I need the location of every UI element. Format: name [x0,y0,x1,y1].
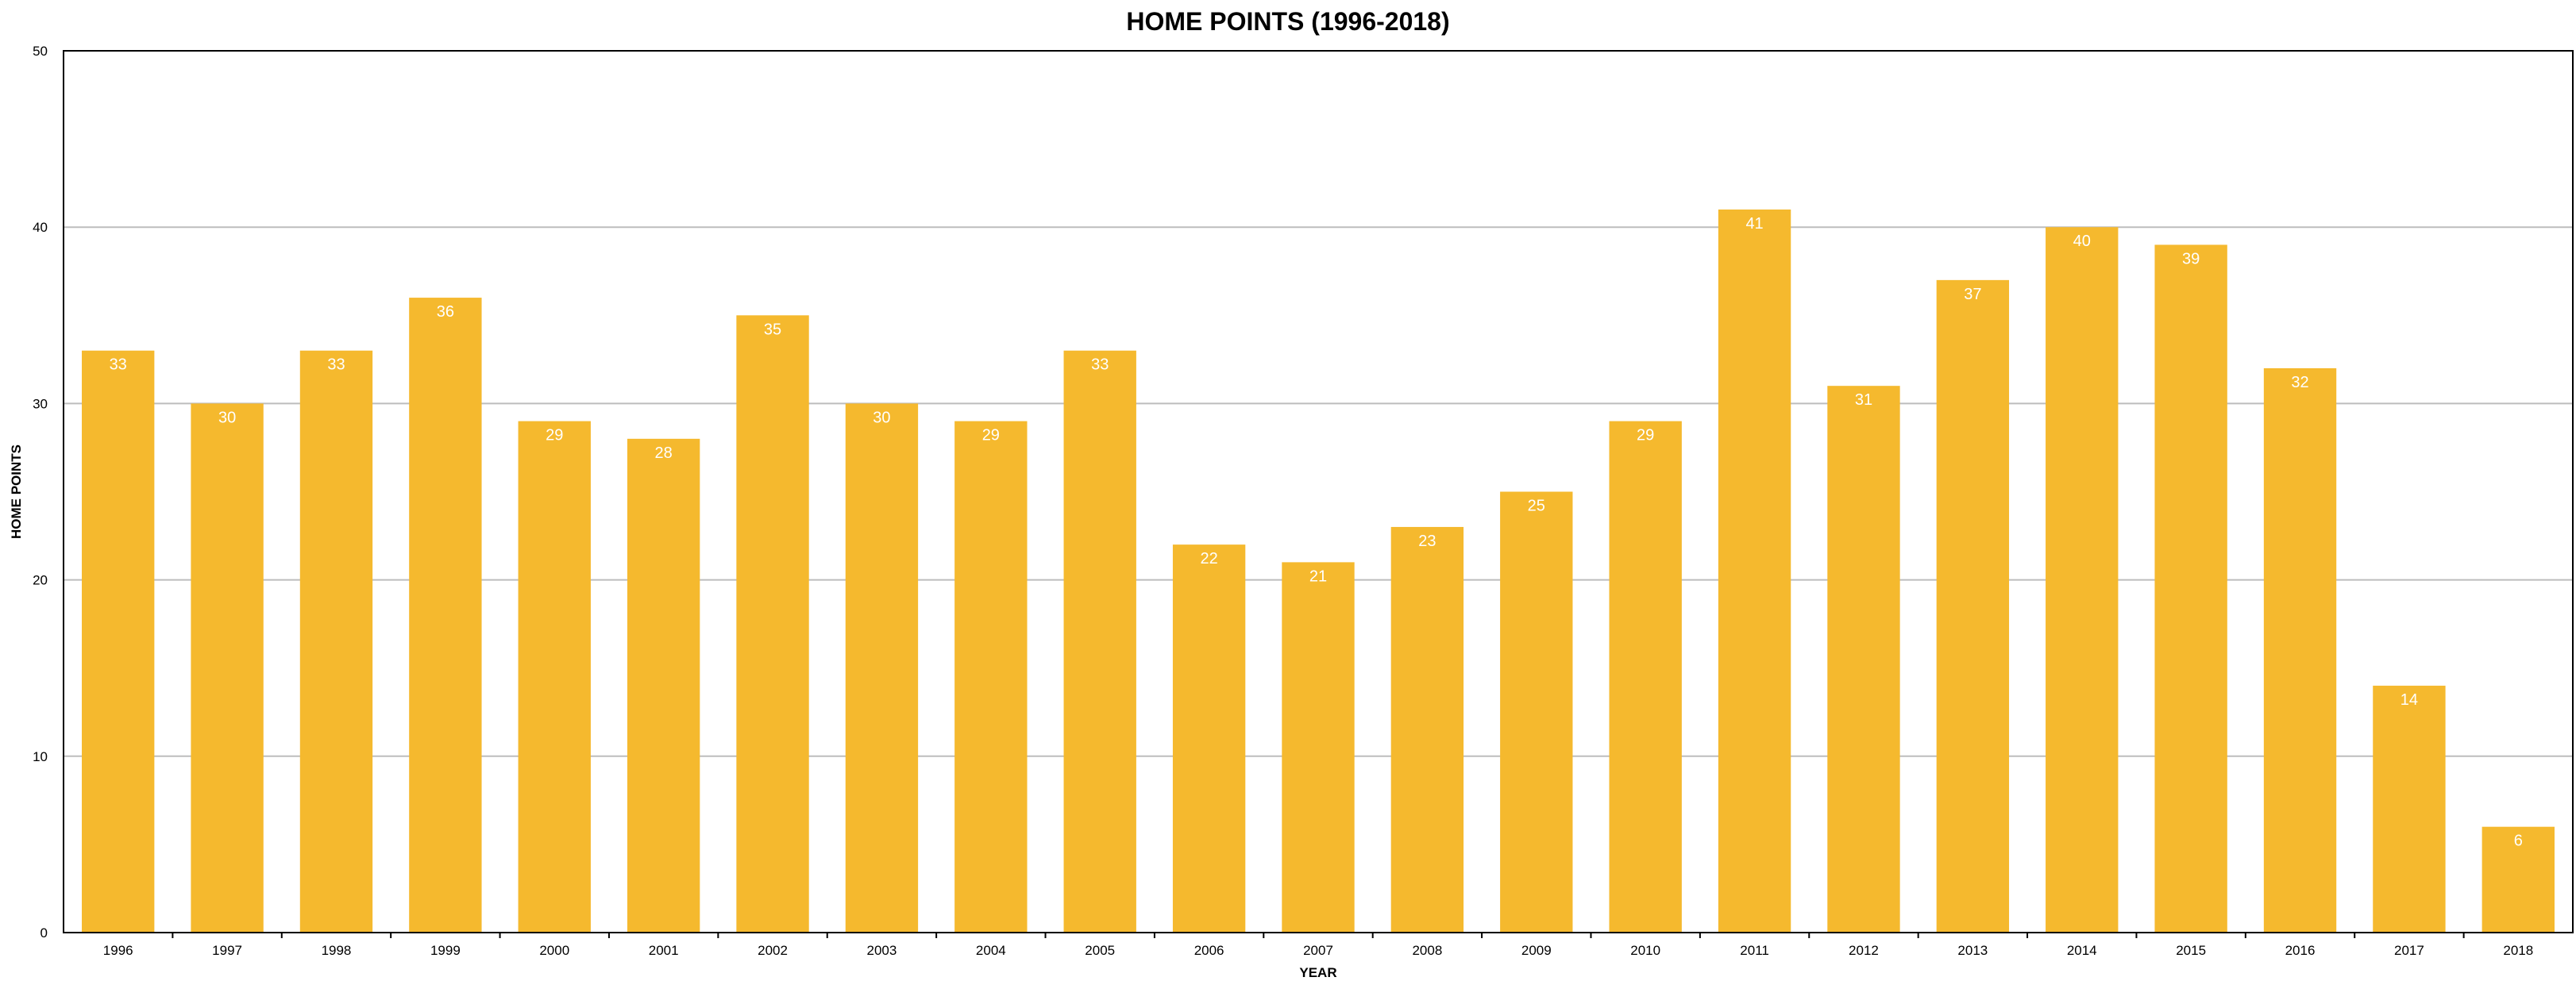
y-tick-label: 50 [33,44,48,59]
data-label-2014: 40 [2073,233,2091,250]
y-tick-label: 20 [33,573,48,588]
data-label-2003: 30 [873,409,890,426]
data-label-2012: 31 [1855,391,1872,409]
y-tick-label: 40 [33,220,48,235]
y-tick-label: 10 [33,749,48,764]
data-label-1996: 33 [110,356,127,374]
x-tick-label: 2001 [649,943,679,958]
data-label-2004: 29 [982,427,1000,444]
data-label-1999: 36 [437,303,454,321]
x-tick-label: 2006 [1194,943,1224,958]
bar-2004 [954,421,1028,933]
x-tick-label: 2015 [2176,943,2206,958]
x-axis-ticks: 1996 1997 1998 1999 2000 2001 2002 2003 2004 2005… [103,933,2533,958]
data-label-2001: 28 [655,444,673,462]
x-tick-label: 2010 [1630,943,1660,958]
x-tick-label: 2016 [2285,943,2316,958]
y-axis-ticks: 0 10 20 30 40 50 [33,44,48,941]
data-label-2000: 29 [546,427,563,444]
data-label-2008: 23 [1418,533,1436,550]
data-label-2005: 33 [1091,356,1109,374]
bar-2011 [1718,209,1791,933]
bar-2005 [1063,350,1136,933]
x-tick-label: 2004 [976,943,1006,958]
y-axis-title: HOME POINTS [9,444,24,539]
x-tick-label: 2011 [1740,943,1769,958]
x-tick-label: 2008 [1412,943,1442,958]
bar-2013 [1936,279,2010,933]
data-label-2018: 6 [2514,833,2523,850]
bar-2002 [736,315,809,933]
bar-2012 [1827,386,1900,933]
data-label-2015: 39 [2182,250,2200,267]
x-axis-title: YEAR [1299,965,1336,980]
bar-2003 [845,403,919,933]
x-tick-label: 1998 [322,943,352,958]
bar-2006 [1172,544,1246,933]
bar-2007 [1282,562,1355,933]
x-tick-label: 2003 [867,943,897,958]
bar-2015 [2154,244,2227,933]
x-tick-label: 2005 [1085,943,1115,958]
x-tick-label: 2012 [1849,943,1879,958]
x-tick-label: 2002 [758,943,788,958]
bar-2009 [1500,491,1573,933]
bar-1997 [191,403,264,933]
y-tick-label: 0 [40,925,48,941]
bar-2001 [627,438,700,933]
data-label-2002: 35 [764,321,781,338]
x-tick-label: 1996 [103,943,133,958]
x-tick-label: 2007 [1303,943,1333,958]
x-tick-label: 2017 [2394,943,2424,958]
bar-2008 [1390,526,1464,933]
data-label-1997: 30 [218,409,236,426]
data-label-2011: 41 [1745,215,1763,233]
x-tick-label: 2018 [2503,943,2533,958]
bar-2018 [2482,826,2555,933]
bar-2010 [1609,421,1682,933]
data-labels: 33 30 33 36 29 28 35 30 29 33 22 21 23 25 29 41 31 37 40 39… [110,215,2523,850]
bar-2000 [518,421,591,933]
bar-1999 [409,298,482,933]
data-label-2007: 21 [1309,567,1327,585]
plot-area-frame [63,50,2574,933]
x-tick-label: 2013 [1957,943,1988,958]
x-tick-label: 2009 [1521,943,1552,958]
bar-2017 [2373,685,2446,933]
data-label-2006: 22 [1200,550,1217,567]
bar-2016 [2263,367,2337,933]
data-label-2016: 32 [2291,374,2308,391]
bar-1996 [82,350,155,933]
x-tick-label: 2000 [539,943,569,958]
chart-title: HOME POINTS (1996-2018) [1126,7,1449,36]
y-tick-label: 30 [33,396,48,411]
bars [82,209,2555,933]
data-label-2009: 25 [1528,498,1545,515]
bar-1998 [299,350,373,933]
x-tick-label: 1999 [430,943,461,958]
data-label-2017: 14 [2401,691,2418,709]
x-tick-label: 1997 [212,943,242,958]
bar-2014 [2046,227,2119,933]
data-label-2013: 37 [1964,286,1981,303]
data-label-2010: 29 [1637,427,1654,444]
data-label-1998: 33 [327,356,345,374]
x-tick-label: 2014 [2067,943,2097,958]
